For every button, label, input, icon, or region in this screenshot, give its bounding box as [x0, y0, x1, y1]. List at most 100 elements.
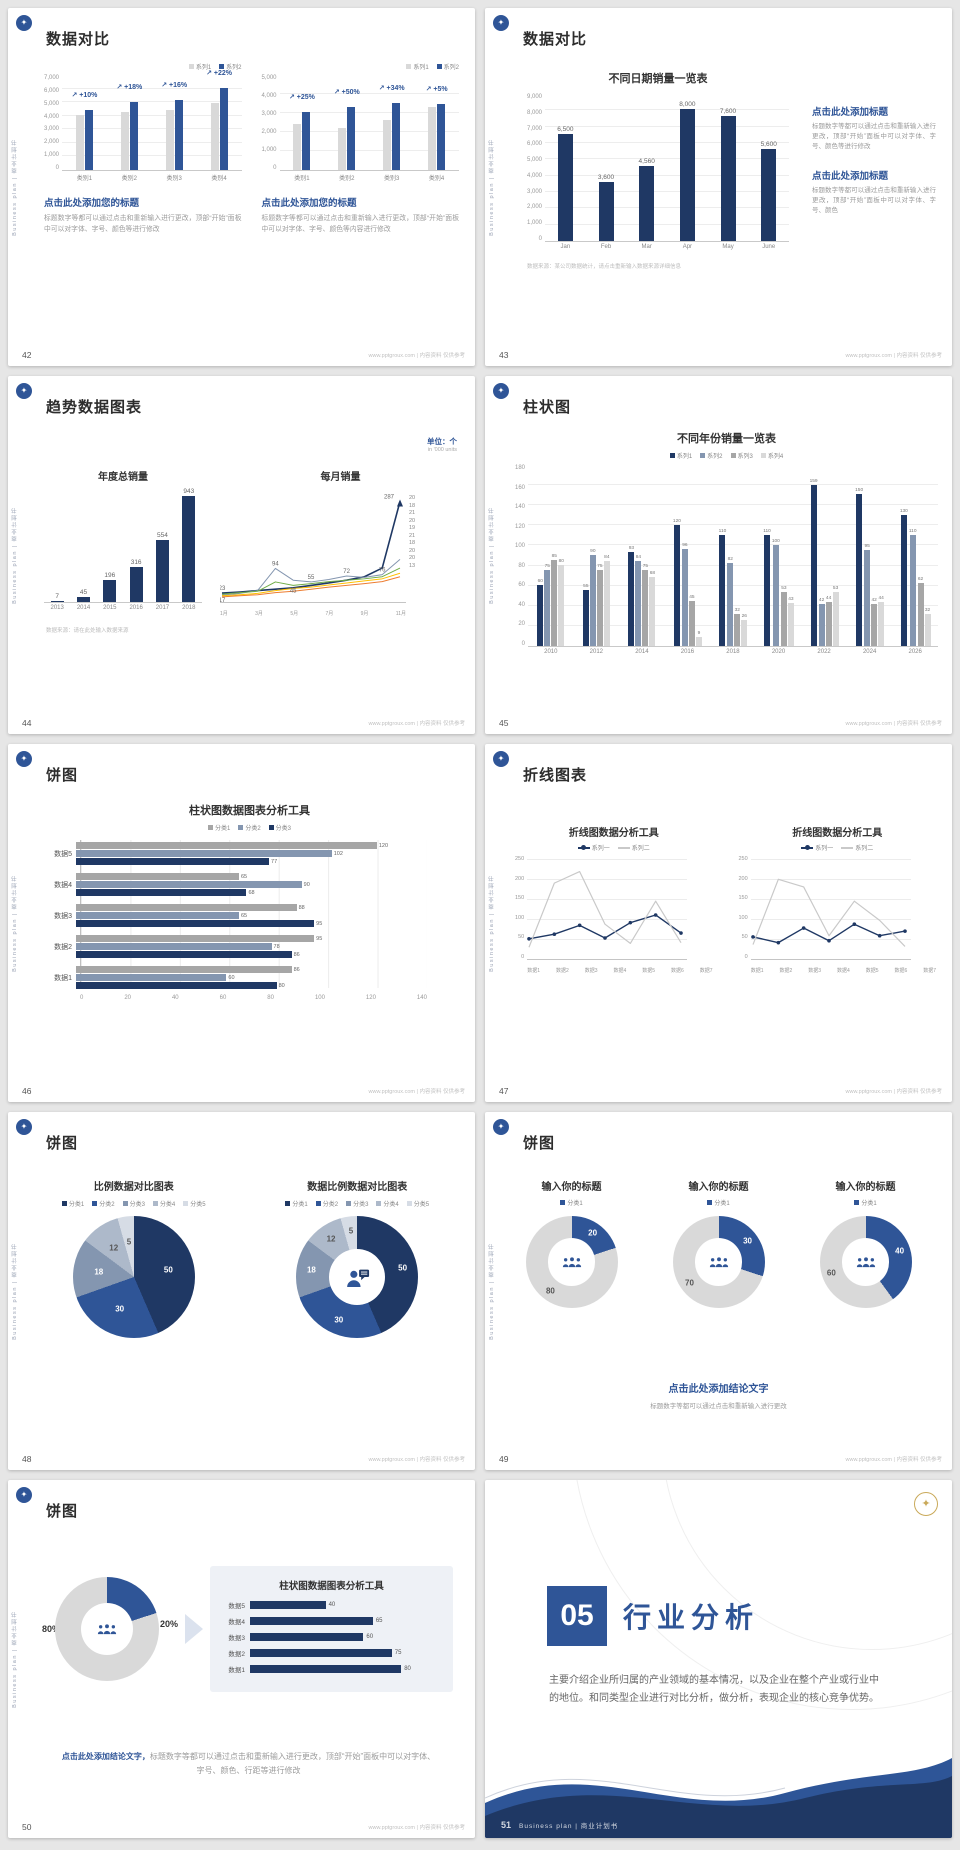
- bar: [76, 982, 277, 989]
- x-axis: 数据1 数据2 数据3 数据4 数据5 数据6 数据7: [751, 967, 936, 974]
- y-axis: 250 200 150 100 50 0: [515, 856, 527, 960]
- slide-48[interactable]: ✦ Business plan | 商业计划书 饼图 比例数据对比图表 分类1 分…: [8, 1112, 475, 1470]
- slide-footer: www.pptgroux.com | 内容资料 仅供参考: [368, 721, 465, 727]
- donut-hole: [81, 1603, 133, 1655]
- conclusion-body: 标题数字等都可以通过点击和重新输入进行更改: [650, 1403, 787, 1410]
- svg-text:17: 17: [220, 598, 226, 603]
- bar-column: [428, 106, 437, 170]
- y-tick: 100: [515, 543, 526, 550]
- donut-hole: [841, 1238, 890, 1286]
- slide-44[interactable]: ✦ Business plan | 商业计划书 趋势数据图表 单位：个 in '…: [8, 376, 475, 734]
- y-axis: 9,000 8,000 7,000 6,000 5,000 4,000 3,000 2,000…: [527, 94, 545, 242]
- bar-column: [174, 100, 183, 170]
- row-label: 数据4: [228, 1619, 245, 1626]
- legend-item: 分类1: [707, 1198, 730, 1207]
- slide-47[interactable]: ✦ Business plan | 商业计划书 折线图表 折线图数据分析工具 系…: [485, 744, 952, 1102]
- slide-45[interactable]: ✦ Business plan | 商业计划书 柱状图 不同年份销量一览表 系列…: [485, 376, 952, 734]
- brand-logo-icon: ✦: [16, 751, 32, 767]
- x-tick: 数据5: [642, 968, 655, 974]
- side-label: Business plan | 商业计划书: [12, 138, 18, 236]
- slide-49[interactable]: ✦ Business plan | 商业计划书 饼图 输入你的标题 分类1 20…: [485, 1112, 952, 1470]
- legend-item: 分类4: [152, 1199, 175, 1208]
- bar: [864, 549, 871, 646]
- slide-50[interactable]: ✦ Business plan | 商业计划书 饼图 80% 20% 柱状图数据…: [8, 1480, 475, 1838]
- legend-swatch: [92, 1201, 98, 1206]
- x-axis: 0 20 40 60 80 100 120 140: [80, 995, 427, 1001]
- legend-swatch: [700, 453, 706, 458]
- x-tick: 120: [365, 995, 376, 1001]
- bar-value: 80: [404, 1666, 411, 1672]
- bar-value: 65: [240, 912, 248, 919]
- grid-line: [62, 114, 242, 116]
- grid-line: [62, 141, 242, 143]
- grid-line: [528, 544, 938, 546]
- bar: [734, 613, 741, 646]
- x-tick: 数据2: [555, 968, 569, 974]
- y-tick: 6,000: [527, 141, 543, 148]
- x-axis: 数据1 数据2 数据3 数据4 数据5 数据6 数据7: [527, 967, 712, 974]
- bar: [76, 596, 90, 602]
- data-source-note: 数据来源：某公司数据统计，请点击重新输入数据来源详细信息: [527, 264, 682, 270]
- caption-body: 标题数字等都可以通过点击和重新输入进行更改，顶部“开始”面板中可以对字体、字号、…: [44, 215, 242, 233]
- caption-title: 点击此处添加您的标题: [44, 198, 140, 209]
- bar-column: 120: [673, 519, 681, 646]
- bar-value: 53: [832, 586, 839, 592]
- bar-group: ↗ +10%: [62, 92, 107, 170]
- bar-column: 130: [900, 509, 908, 646]
- y-tick: 120: [515, 523, 526, 530]
- bar-column: 110: [719, 529, 726, 646]
- slide-46[interactable]: ✦ Business plan | 商业计划书 饼图 柱状图数据图表分析工具 分…: [8, 744, 475, 1102]
- bar-column: [347, 106, 356, 170]
- slide-42[interactable]: ✦ Business plan | 商业计划书 数据对比 系列1 系列2 7,00…: [8, 8, 475, 366]
- y-tick: 20: [518, 621, 526, 628]
- monthly-sales-chart-block: 每月销量 23 17 94 55 45 72 76 287 1月 3月 5月 7月 9月 11月 20 18…: [219, 468, 461, 617]
- unit-secondary: in '000 units: [427, 447, 457, 453]
- bar-group: ↗ +18%: [107, 84, 152, 170]
- slide-title: 饼图: [46, 767, 79, 784]
- legend-label: 系列一: [591, 846, 610, 852]
- slide-footer: www.pptgroux.com | 内容资料 仅供参考: [845, 353, 942, 359]
- row-label: 数据5: [228, 1603, 245, 1610]
- slide-43[interactable]: ✦ Business plan | 商业计划书 数据对比 不同日期销量一览表 9…: [485, 8, 952, 366]
- bar: [103, 580, 117, 602]
- row-label: 数据3: [54, 912, 72, 920]
- conclusion-lead: 点击此处添加结论文字，: [61, 1752, 150, 1761]
- legend-item: 系列2: [219, 62, 242, 71]
- bar-value: 102: [333, 850, 343, 857]
- slide-footer: www.pptgroux.com | 内容资料 仅供参考: [845, 1089, 942, 1095]
- y-tick: 2,000: [44, 139, 60, 146]
- legend-item: 系列二: [841, 843, 873, 852]
- bar-value: 96: [682, 542, 688, 548]
- legend-swatch: [617, 846, 630, 849]
- bar-value: 68: [649, 571, 656, 577]
- bar: [76, 881, 302, 888]
- legend-dot: [804, 845, 810, 850]
- bar-chart-body: 9,000 8,000 7,000 6,000 5,000 4,000 3,000 2,000…: [527, 94, 789, 250]
- bar-column: 32: [734, 608, 741, 646]
- legend-swatch: [285, 1201, 291, 1206]
- slide-51[interactable]: ✦ 05 行业分析 主要介绍企业所归属的产业领域的基本情况，以及企业在整个产业或…: [485, 1480, 952, 1838]
- bar-value: 196: [104, 572, 116, 580]
- bar-column: 4,560: [639, 158, 655, 241]
- bar: [76, 873, 239, 880]
- bar-group: 196: [97, 572, 123, 602]
- bar-group: 4,560: [626, 158, 667, 241]
- y-tick: 180: [515, 465, 526, 471]
- legend-item: 系列一: [801, 843, 833, 852]
- legend-label: 系列二: [855, 846, 874, 852]
- bar-column: 110: [763, 529, 771, 646]
- growth-label: ↗ +10%: [71, 91, 98, 99]
- slide-title: 数据对比: [46, 31, 111, 48]
- line-chart-body: 250 200 150 100 50 0 数据1 数据2 数据3 数据4 数据5 数据6 数据7: [739, 856, 937, 974]
- bar-value: 4,560: [638, 158, 655, 166]
- bar-column: 44: [825, 595, 832, 646]
- x-tick: 100: [314, 995, 325, 1001]
- bar: [250, 1601, 326, 1609]
- y-tick: 0: [744, 953, 748, 960]
- bar: [383, 120, 392, 170]
- logo-glyph: ✦: [20, 1490, 28, 1499]
- bar-value: 44: [825, 595, 832, 601]
- end-label: 13: [409, 562, 416, 569]
- bar-value: 26: [741, 613, 747, 619]
- bar: [596, 570, 603, 646]
